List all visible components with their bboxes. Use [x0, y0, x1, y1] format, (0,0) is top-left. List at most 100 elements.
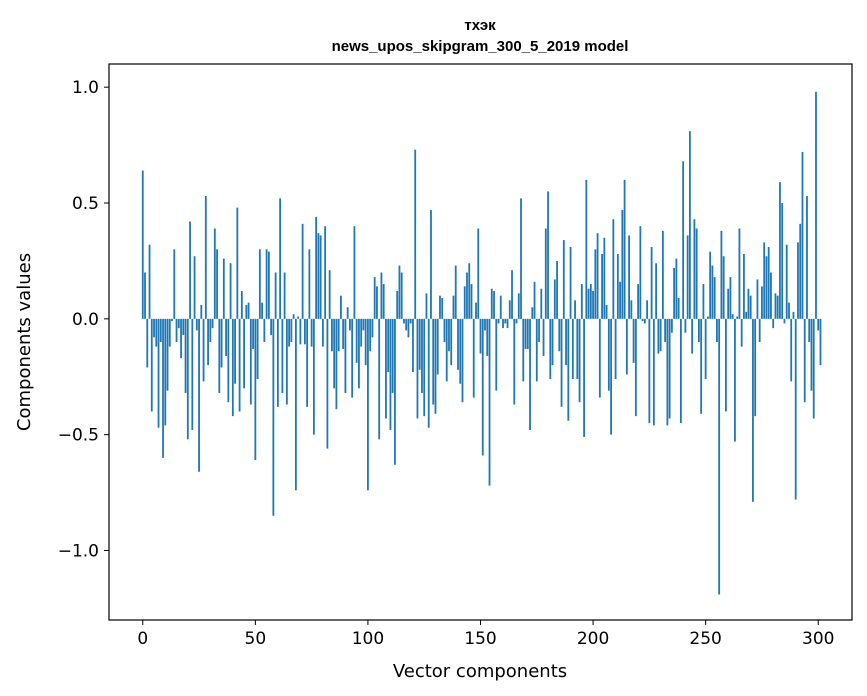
bar-195	[580, 284, 583, 319]
bar-190	[569, 247, 572, 319]
bar-108	[385, 318, 387, 419]
bar-17	[180, 318, 182, 359]
bar-63	[283, 272, 286, 319]
bar-97	[360, 318, 363, 347]
bar-114	[398, 265, 401, 319]
bar-90	[344, 318, 347, 393]
bar-68	[294, 318, 297, 491]
bar-301	[819, 318, 822, 366]
bar-263	[734, 318, 736, 442]
bar-5	[153, 318, 155, 338]
x-axis-label: Vector components	[393, 661, 567, 682]
bar-219	[634, 318, 637, 417]
bar-218	[632, 318, 635, 363]
bar-162	[506, 318, 509, 329]
y-tick-label-2: 0.0	[72, 310, 99, 330]
bar-173	[531, 307, 534, 319]
bar-299	[815, 91, 817, 319]
bar-25	[198, 318, 200, 472]
bar-121	[414, 149, 417, 319]
x-tick-label-100: 100	[352, 629, 384, 649]
bar-34	[218, 318, 221, 393]
bar-290	[794, 318, 797, 500]
bar-275	[761, 286, 763, 319]
bar-95	[355, 318, 358, 363]
bar-129	[432, 318, 435, 405]
bar-4	[150, 318, 153, 412]
bar-130	[434, 318, 437, 414]
bar-166	[515, 318, 518, 324]
bar-186	[560, 318, 563, 407]
bar-115	[400, 272, 403, 319]
bar-228	[655, 263, 658, 319]
bar-157	[495, 318, 498, 391]
bar-209	[612, 219, 615, 319]
bar-279	[770, 272, 772, 319]
bar-105	[378, 318, 381, 440]
bar-168	[520, 198, 522, 319]
y-tick-label-3: 0.5	[72, 194, 99, 214]
bar-1	[144, 272, 146, 319]
bar-187	[562, 240, 565, 319]
bar-274	[758, 318, 761, 342]
bar-145	[468, 263, 471, 319]
bar-223	[643, 318, 646, 324]
bar-91	[346, 307, 349, 319]
x-tick-label-0: 0	[137, 629, 148, 649]
bar-277	[765, 256, 768, 319]
bar-113	[396, 291, 399, 319]
bar-9	[162, 318, 164, 458]
bar-116	[403, 318, 405, 324]
bar-207	[607, 318, 610, 391]
bar-71	[301, 223, 304, 319]
bar-26	[200, 304, 203, 319]
bar-146	[470, 284, 473, 319]
bar-124	[421, 318, 423, 393]
bar-140	[457, 318, 459, 370]
bar-70	[299, 318, 302, 345]
bar-64	[285, 318, 288, 405]
bar-238	[677, 297, 680, 319]
x-tick-label-150: 150	[464, 629, 496, 649]
bar-6	[155, 318, 158, 347]
bar-236	[673, 267, 676, 319]
bar-46	[245, 304, 248, 319]
bar-252	[709, 251, 712, 319]
bar-185	[558, 318, 561, 352]
bar-231	[661, 230, 664, 319]
bar-271	[752, 318, 754, 502]
chart-title-line1: тхэк	[464, 17, 496, 34]
x-tick-label-300: 300	[802, 629, 834, 649]
x-tick-label-50: 50	[245, 629, 267, 649]
bar-106	[380, 272, 383, 319]
bar-155	[490, 288, 493, 319]
bar-215	[625, 318, 628, 375]
bar-62	[281, 318, 284, 393]
bar-131	[436, 318, 439, 375]
bar-250	[704, 318, 707, 380]
bar-264	[736, 316, 739, 319]
bar-3	[148, 244, 151, 319]
bar-135	[445, 318, 448, 382]
bar-203	[598, 318, 601, 398]
bar-242	[686, 235, 689, 319]
bar-2	[146, 318, 149, 368]
bar-200	[592, 291, 594, 319]
bar-127	[427, 318, 430, 428]
bar-226	[650, 247, 653, 319]
bar-213	[621, 209, 624, 319]
bar-188	[565, 318, 567, 366]
bar-232	[664, 318, 667, 342]
bar-15	[175, 318, 178, 342]
bar-93	[351, 318, 354, 398]
bar-288	[790, 318, 793, 382]
bar-111	[391, 318, 394, 393]
bar-257	[720, 230, 723, 319]
bar-119	[409, 318, 412, 324]
bar-77	[315, 216, 318, 319]
bar-269	[747, 288, 750, 319]
bar-183	[553, 279, 556, 319]
bar-184	[556, 260, 558, 319]
bar-72	[303, 318, 306, 345]
bar-276	[763, 242, 766, 319]
